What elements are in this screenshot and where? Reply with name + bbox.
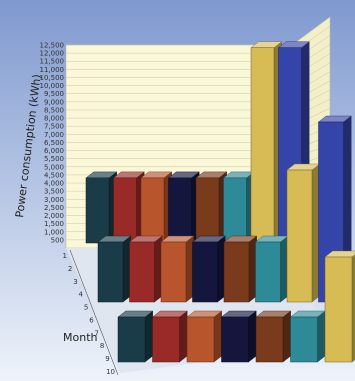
bar [222,171,255,244]
y-tick-label: 500 [51,236,64,244]
y-tick-label: 11,500 [40,58,65,66]
month-tick-label: 4 [79,291,84,299]
month-tick-label: 5 [84,304,88,312]
bar [250,41,283,244]
bar [112,171,145,244]
month-tick-label: 2 [68,265,72,273]
y-tick-label: 7,000 [44,131,64,139]
bar [97,235,132,303]
y-tick-label: 7,500 [44,123,64,131]
x-axis-title: Month [63,331,98,344]
bar [289,310,326,363]
y-tick-label: 8,500 [44,106,64,114]
bar [85,171,118,244]
month-tick-label: 7 [95,329,99,337]
bar [160,235,195,303]
bar [186,310,223,363]
y-tick-label: 1,500 [44,220,64,228]
bar [191,235,226,303]
y-tick-label: 6,000 [44,147,64,155]
y-tick-label: 2,500 [44,204,64,212]
bar [220,310,257,363]
month-tick-label: 8 [100,342,104,350]
y-tick-label: 6,500 [44,139,64,147]
y-tick-label: 9,500 [44,90,64,98]
bars [85,41,355,363]
month-tick-label: 3 [73,278,77,286]
y-tick-label: 4,000 [44,180,64,188]
bar [286,163,321,303]
y-tick-label: 9,000 [44,98,64,106]
y-tick-label: 5,000 [44,163,64,171]
y-tick-label: 10,500 [40,74,65,82]
month-tick-label: 1 [63,252,67,260]
month-tick-label: 9 [105,355,109,363]
y-tick-label: 3,500 [44,188,64,196]
bar [140,171,173,244]
y-tick-label: 12,500 [40,42,65,50]
month-tick-label: 10 [106,368,115,376]
bar [195,171,228,244]
month-tick-label: 6 [89,316,94,324]
y-tick-label: 12,000 [40,50,65,58]
bar [117,310,154,363]
y-tick-label: 3,000 [44,196,64,204]
y-tick-label: 11,000 [40,66,65,74]
bar [255,310,292,363]
y-tick-label: 4,500 [44,171,64,179]
y-tick-label: 5,500 [44,155,64,163]
bar [223,235,258,303]
y-axis-ticks: 5001,0001,5002,0002,5003,0003,5004,0004,… [40,42,65,245]
gridline [291,16,331,46]
y-tick-label: 1,000 [44,228,64,236]
bar [254,235,289,303]
y-tick-label: 8,000 [44,115,64,123]
bar [128,235,163,303]
y-tick-label: 2,000 [44,212,64,220]
month-axis-line [69,249,119,376]
bar [151,310,188,363]
bar [324,250,355,363]
bar [167,171,200,244]
y-tick-label: 10,000 [40,82,65,90]
